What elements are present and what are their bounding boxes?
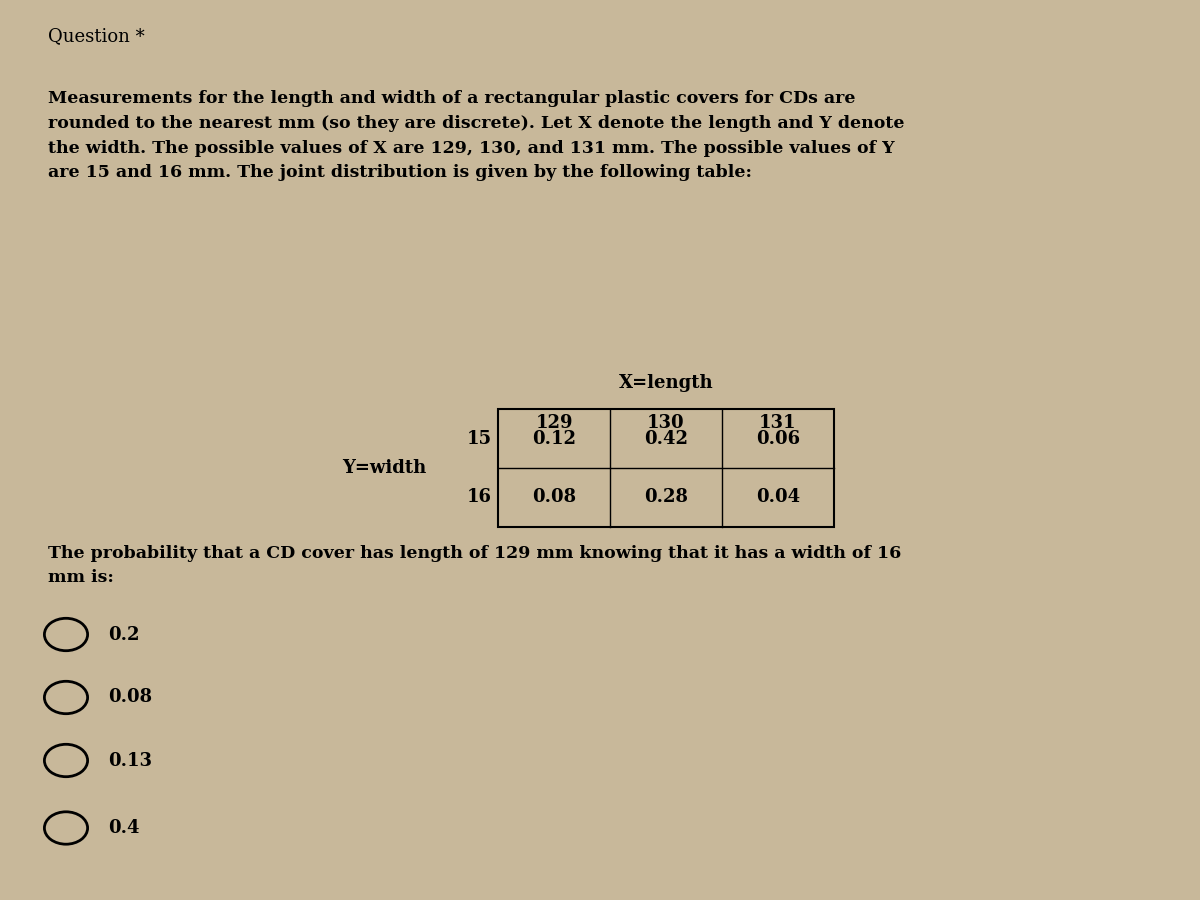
Text: 129: 129 bbox=[535, 414, 572, 432]
Text: 0.08: 0.08 bbox=[532, 488, 576, 506]
Text: 0.04: 0.04 bbox=[756, 488, 800, 506]
Text: 15: 15 bbox=[467, 430, 492, 448]
Text: 16: 16 bbox=[467, 488, 492, 506]
Text: 0.08: 0.08 bbox=[108, 688, 152, 706]
Text: 0.42: 0.42 bbox=[644, 430, 688, 448]
Text: X=length: X=length bbox=[619, 374, 713, 392]
Text: 0.28: 0.28 bbox=[644, 488, 688, 506]
Text: 131: 131 bbox=[760, 414, 797, 432]
Text: Measurements for the length and width of a rectangular plastic covers for CDs ar: Measurements for the length and width of… bbox=[48, 90, 905, 182]
Text: 0.06: 0.06 bbox=[756, 430, 800, 448]
Text: 0.2: 0.2 bbox=[108, 626, 139, 644]
Text: The probability that a CD cover has length of 129 mm knowing that it has a width: The probability that a CD cover has leng… bbox=[48, 544, 901, 586]
Text: Question *: Question * bbox=[48, 27, 145, 45]
Text: Y=width: Y=width bbox=[342, 459, 426, 477]
Text: 0.12: 0.12 bbox=[532, 430, 576, 448]
Text: 0.13: 0.13 bbox=[108, 752, 152, 770]
Text: 130: 130 bbox=[647, 414, 685, 432]
Text: 0.4: 0.4 bbox=[108, 819, 139, 837]
